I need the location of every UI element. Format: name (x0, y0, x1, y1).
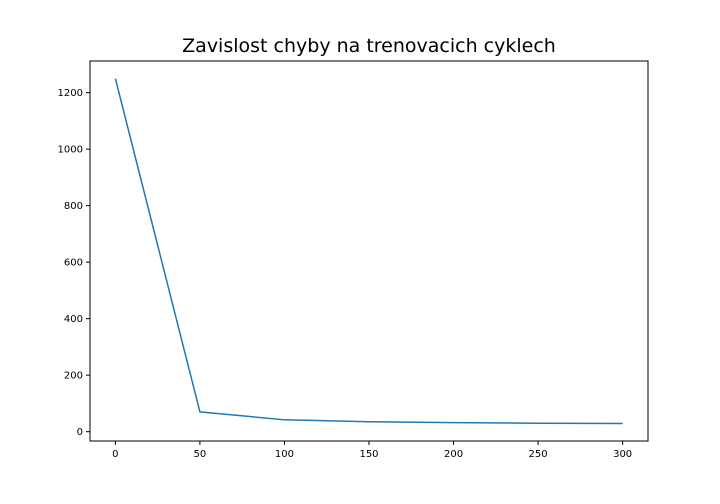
y-tick-label: 1200 (58, 88, 83, 99)
x-tick-label: 150 (359, 449, 378, 460)
x-tick-label: 50 (194, 449, 207, 460)
y-tick-label: 200 (64, 371, 83, 382)
x-tick-label: 100 (275, 449, 294, 460)
x-tick-label: 200 (444, 449, 463, 460)
y-tick-label: 600 (64, 258, 83, 269)
y-tick-label: 400 (64, 314, 83, 325)
y-tick-label: 1000 (58, 145, 83, 156)
chart-title: Zavislost chyby na trenovacich cyklech (182, 35, 556, 57)
y-tick-label: 800 (64, 201, 83, 212)
series-line (114, 78, 623, 425)
axes-frame (89, 60, 649, 442)
x-tick-label: 300 (613, 449, 632, 460)
y-tick-label: 0 (77, 427, 83, 438)
x-tick-label: 250 (529, 449, 548, 460)
x-tick-label: 0 (112, 449, 118, 460)
